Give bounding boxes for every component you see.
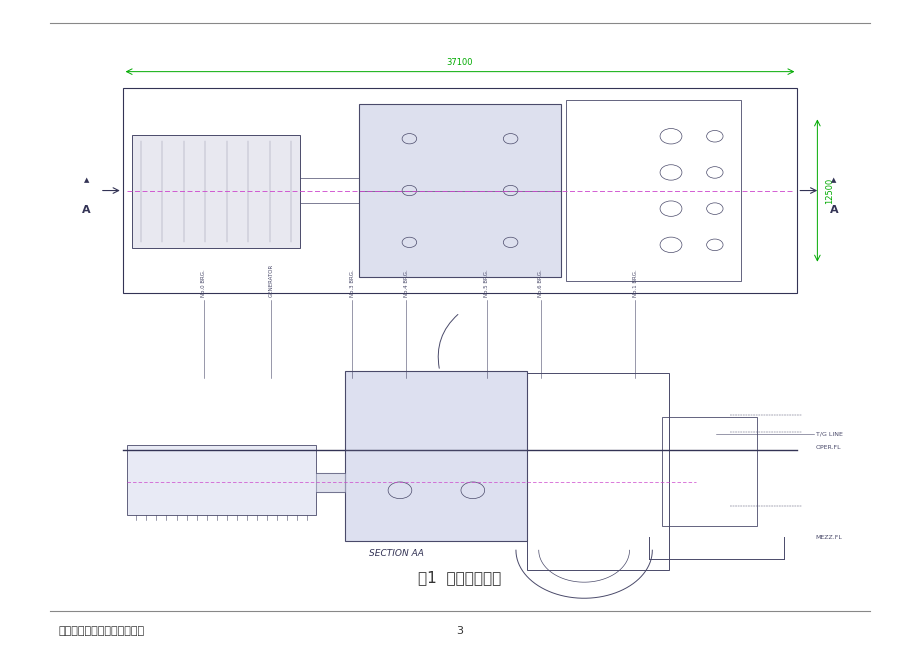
Text: ▲: ▲ (830, 177, 835, 183)
Text: 3: 3 (456, 626, 463, 636)
Text: No.1 BRG.: No.1 BRG. (632, 269, 637, 297)
Text: SECTION AA: SECTION AA (369, 549, 423, 558)
Text: No.5 BRG.: No.5 BRG. (484, 269, 489, 297)
Text: MEZZ.FL: MEZZ.FL (814, 534, 842, 540)
Text: GENERATOR: GENERATOR (268, 264, 273, 297)
Text: T/G LINE: T/G LINE (814, 432, 842, 437)
Bar (565, 100, 741, 281)
Text: ▲: ▲ (84, 177, 89, 183)
Text: A: A (82, 205, 90, 215)
Bar (127, 445, 316, 515)
Bar (345, 371, 527, 542)
Text: 37100: 37100 (447, 57, 472, 66)
Text: 图1  汽轮机外形图: 图1 汽轮机外形图 (418, 570, 501, 585)
Bar (131, 135, 301, 248)
Bar (662, 417, 756, 526)
Bar (122, 88, 797, 294)
Text: No.6 BRG.: No.6 BRG. (538, 269, 543, 297)
Text: A: A (829, 205, 837, 215)
Text: OPER.FL: OPER.FL (814, 445, 840, 450)
Bar (358, 104, 561, 277)
Text: No.4 BRG.: No.4 BRG. (403, 269, 408, 297)
Text: No.3 BRG.: No.3 BRG. (349, 269, 354, 297)
Text: No.0 BRG.: No.0 BRG. (201, 269, 206, 297)
Bar (527, 373, 668, 570)
Text: 12500: 12500 (823, 178, 833, 204)
Text: 哈尔滨汽轮机厂有限责任公司: 哈尔滨汽轮机厂有限责任公司 (59, 626, 145, 636)
